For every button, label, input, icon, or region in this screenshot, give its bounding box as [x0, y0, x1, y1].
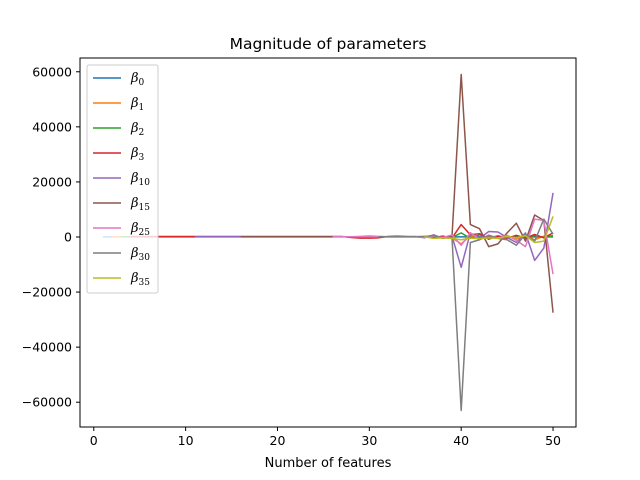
plot-frame — [79, 57, 577, 428]
x-tick-label: 0 — [90, 433, 98, 448]
x-tick-label: 20 — [270, 433, 286, 448]
x-tick-label: 10 — [178, 433, 194, 448]
legend-box — [86, 64, 159, 294]
y-tick-label: 40000 — [32, 119, 72, 134]
x-tick-label: 50 — [545, 433, 561, 448]
y-tick-label: −40000 — [22, 340, 72, 355]
x-axis-title: Number of features — [265, 456, 392, 471]
x-axis: 0 10 20 30 40 50 — [90, 427, 561, 448]
y-tick-label: −60000 — [22, 395, 72, 410]
y-axis: −60000 −40000 −20000 0 20000 40000 60000 — [22, 64, 80, 410]
x-tick-label: 30 — [361, 433, 377, 448]
y-tick-label: 20000 — [32, 174, 72, 189]
y-tick-label: 0 — [64, 229, 72, 244]
y-tick-label: −20000 — [22, 285, 72, 300]
y-tick-label: 60000 — [32, 64, 72, 79]
series-lines — [102, 73, 554, 412]
x-tick-label: 40 — [453, 433, 469, 448]
chart-title: Magnitude of parameters — [230, 35, 427, 53]
series-line-beta-35 — [424, 216, 554, 244]
